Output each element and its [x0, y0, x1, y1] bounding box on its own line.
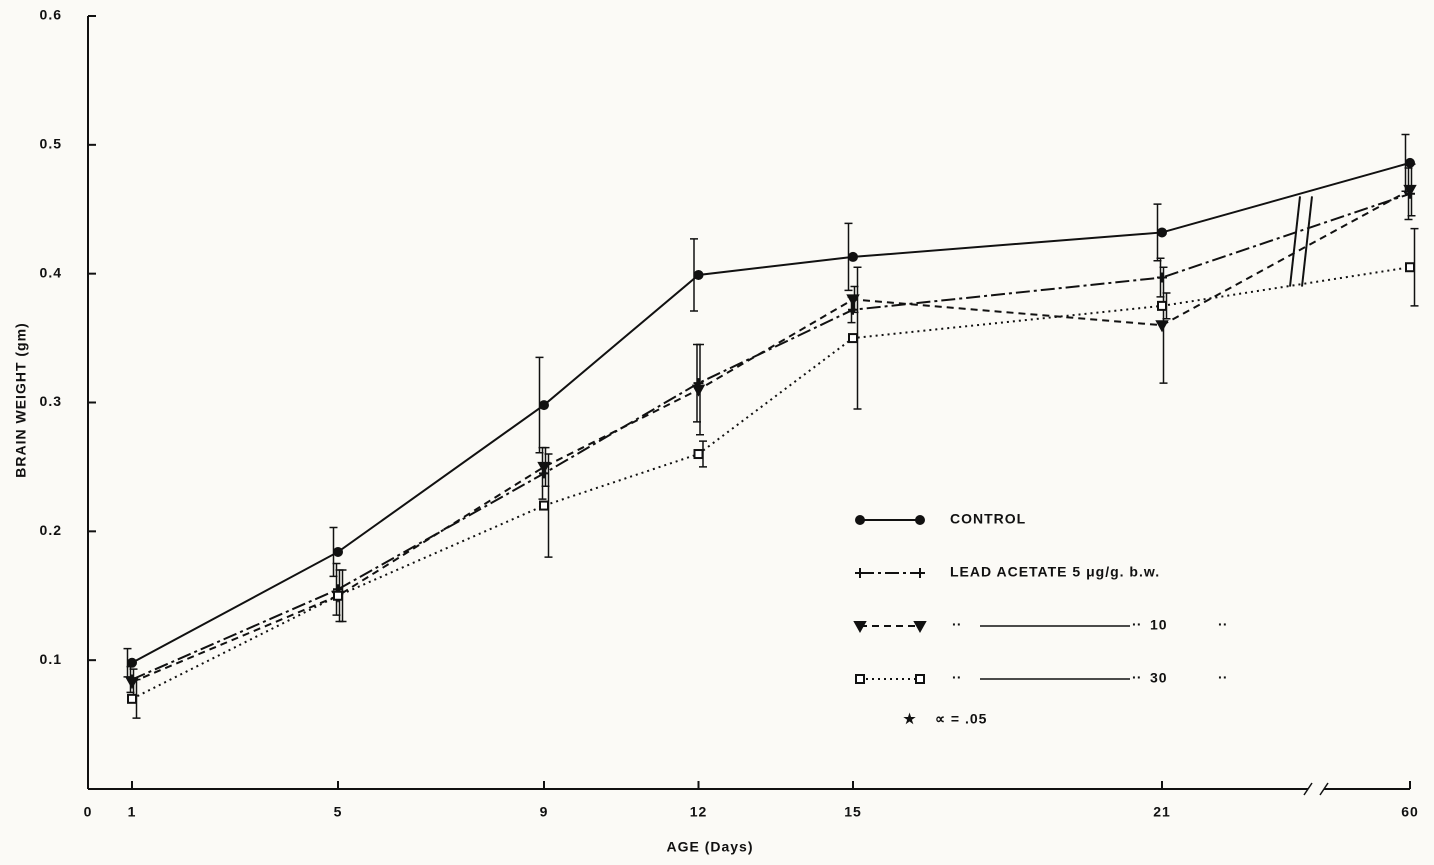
x-tick-label: 21: [1153, 804, 1171, 820]
point: [1157, 273, 1167, 283]
y-tick-label: 0.1: [40, 651, 62, 667]
point: [1157, 321, 1167, 330]
series-line: [132, 163, 1410, 663]
point: [128, 659, 136, 667]
line-break: [1290, 196, 1300, 286]
point: [540, 401, 548, 409]
point: [849, 253, 857, 261]
ditto: ..: [952, 666, 962, 682]
x-tick-label: 0: [84, 804, 93, 820]
point: [128, 695, 136, 703]
point: [695, 271, 703, 279]
ditto: ..: [1218, 613, 1228, 629]
x-tick-label: 12: [690, 804, 708, 820]
y-tick-label: 0.4: [40, 264, 62, 280]
point: [1406, 263, 1414, 271]
ditto: ..: [1132, 613, 1142, 629]
point: [694, 386, 704, 395]
point: [848, 295, 858, 304]
point: [539, 463, 549, 472]
x-tick-label: 15: [844, 804, 862, 820]
legend-label: CONTROL: [950, 511, 1026, 527]
point: [540, 502, 548, 510]
ditto: ..: [1132, 666, 1142, 682]
y-axis-label: BRAIN WEIGHT (gm): [13, 322, 29, 477]
point: [916, 516, 924, 524]
point: [1158, 228, 1166, 236]
ditto: ..: [952, 613, 962, 629]
point: [1158, 302, 1166, 310]
ditto: ..: [1218, 666, 1228, 682]
chart: AGE (Days) BRAIN WEIGHT (gm) 0.1 0.2 0.3 0.…: [0, 0, 1434, 865]
point: [849, 334, 857, 342]
point: [1406, 159, 1414, 167]
legend-label: 10: [1150, 617, 1168, 633]
point: [915, 568, 925, 578]
x-axis-label: AGE (Days): [666, 839, 753, 855]
y-tick-label: 0.6: [40, 7, 62, 23]
series-line: [132, 190, 1410, 682]
note: ∝ = .05: [935, 711, 987, 727]
x-tick-label: 9: [540, 804, 549, 820]
point: [695, 450, 703, 458]
x-tick-label: 1: [128, 804, 137, 820]
series-line: [132, 267, 1410, 699]
point: [915, 622, 925, 631]
y-tick-label: 0.2: [40, 522, 62, 538]
point: [916, 675, 924, 683]
star: ★: [903, 711, 917, 727]
y-tick-label: 0.5: [40, 136, 62, 152]
point: [856, 675, 864, 683]
line-break: [1302, 196, 1312, 286]
point: [334, 592, 342, 600]
point: [334, 548, 342, 556]
legend-label: 30: [1150, 670, 1168, 686]
point: [855, 568, 865, 578]
point: [855, 622, 865, 631]
point: [856, 516, 864, 524]
legend-label: LEAD ACETATE 5 μg/g. b.w.: [950, 564, 1160, 580]
x-tick-label: 5: [334, 804, 343, 820]
y-tick-label: 0.3: [40, 393, 62, 409]
x-tick-label: 60: [1401, 804, 1419, 820]
